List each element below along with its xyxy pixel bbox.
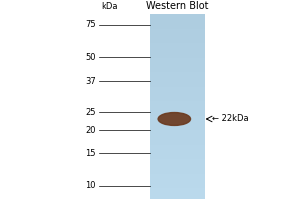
Text: 10: 10 <box>85 181 96 190</box>
Text: 15: 15 <box>85 149 96 158</box>
Text: 50: 50 <box>85 53 96 62</box>
Text: 75: 75 <box>85 20 96 29</box>
Text: 25: 25 <box>85 108 96 117</box>
Text: kDa: kDa <box>101 2 118 11</box>
Ellipse shape <box>158 113 190 125</box>
Text: 37: 37 <box>85 77 96 86</box>
Text: ← 22kDa: ← 22kDa <box>212 114 249 123</box>
Text: 20: 20 <box>85 126 96 135</box>
Text: Western Blot: Western Blot <box>146 1 208 11</box>
